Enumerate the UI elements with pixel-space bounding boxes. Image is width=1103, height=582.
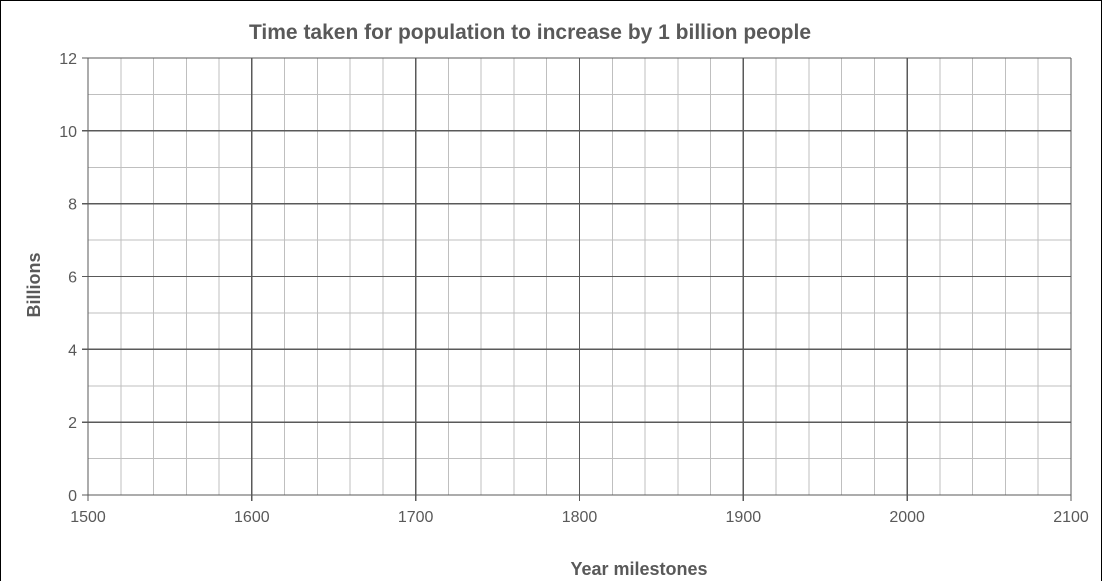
major-gridlines <box>87 57 1072 496</box>
x-axis-title: Year milestones <box>570 559 707 579</box>
tick-marks <box>82 57 1072 501</box>
x-tick-label: 1900 <box>726 509 762 526</box>
x-tick-labels: 1500 1600 1700 1800 1900 2000 2100 <box>70 509 1089 526</box>
x-tick-label: 1700 <box>398 509 434 526</box>
x-tick-label: 2100 <box>1053 509 1089 526</box>
y-tick-label: 4 <box>68 342 77 359</box>
y-tick-label: 8 <box>68 197 77 214</box>
y-tick-label: 2 <box>68 415 77 432</box>
x-tick-label: 1500 <box>70 509 106 526</box>
x-tick-label: 1600 <box>234 509 270 526</box>
y-tick-labels: 0 2 4 6 8 10 12 <box>59 51 77 505</box>
y-tick-label: 10 <box>59 124 77 141</box>
y-tick-label: 12 <box>59 51 77 68</box>
y-axis-title: Billions <box>24 252 44 317</box>
y-tick-label: 0 <box>68 488 77 505</box>
x-tick-label: 2000 <box>889 509 925 526</box>
y-tick-label: 6 <box>68 270 77 287</box>
chart-title: Time taken for population to increase by… <box>249 21 811 44</box>
x-tick-label: 1800 <box>562 509 598 526</box>
